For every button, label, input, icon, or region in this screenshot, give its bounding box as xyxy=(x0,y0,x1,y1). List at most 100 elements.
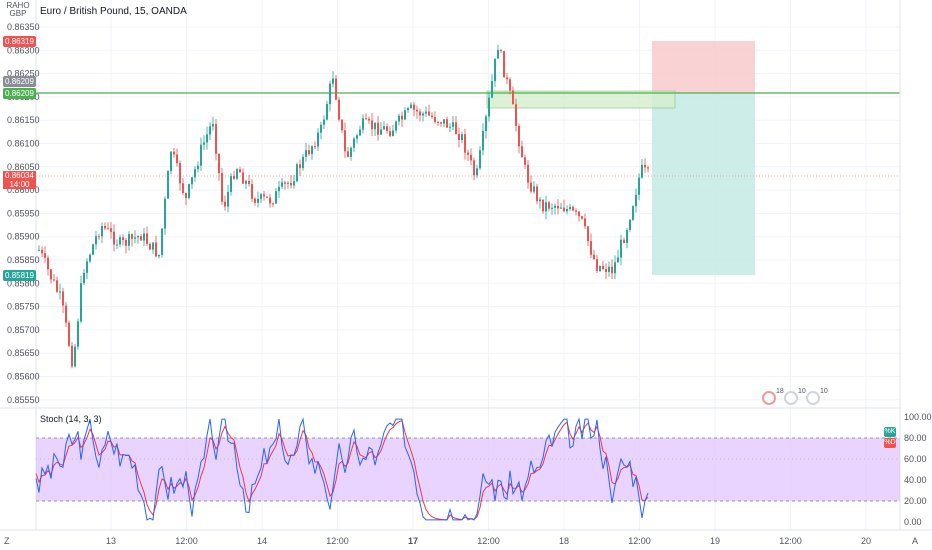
candle-body xyxy=(623,239,625,243)
stoch-k-line[interactable] xyxy=(35,417,649,521)
candle-body xyxy=(500,50,502,52)
candle-body xyxy=(401,115,403,120)
candle-body xyxy=(209,126,211,135)
price-axis-labels: 0.863500.863000.862500.862000.861500.861… xyxy=(7,22,40,405)
candle-body xyxy=(452,122,454,127)
candle-body xyxy=(479,150,481,169)
stoch-d-line[interactable] xyxy=(35,419,649,521)
candle-body xyxy=(314,146,316,148)
symbol-title[interactable]: Euro / British Pound, 15, OANDA xyxy=(40,6,187,17)
candle-body xyxy=(395,121,397,131)
candle-body xyxy=(374,122,376,130)
stoch-tick-label: 100.00 xyxy=(904,412,932,422)
dividend-icon[interactable]: 18 xyxy=(762,388,784,405)
event-count: 10 xyxy=(798,388,806,395)
candle-body xyxy=(332,78,334,84)
candle-body xyxy=(179,163,181,184)
candle-body xyxy=(605,268,607,272)
candle-body xyxy=(134,237,136,239)
stoch-tick-label: 20.00 xyxy=(904,496,927,506)
entry-price-label-gray: 0.86209 xyxy=(3,76,36,87)
candle-body xyxy=(44,253,46,258)
candle-body xyxy=(518,125,520,147)
candle-body xyxy=(47,257,49,270)
candle-body xyxy=(377,122,379,135)
candle-body xyxy=(173,151,175,155)
candle-body xyxy=(425,111,427,114)
candle-body xyxy=(206,134,208,143)
candle-body xyxy=(563,207,565,212)
candle-body xyxy=(503,50,505,78)
time-tick-label: 18 xyxy=(559,536,569,546)
candle-body xyxy=(98,236,100,238)
candle-body xyxy=(284,182,286,184)
currency-unit: RAHO GBP xyxy=(0,2,36,18)
candle-body xyxy=(290,182,292,186)
candle-body xyxy=(83,272,85,284)
zoom-toggle-icon[interactable]: Z xyxy=(4,536,10,546)
supply-zone-rectangle[interactable] xyxy=(486,90,676,109)
candle-body xyxy=(125,240,127,246)
candle-body xyxy=(611,266,613,274)
earnings-icon[interactable]: 10 xyxy=(806,388,828,405)
candle-body xyxy=(380,129,382,135)
candle-body xyxy=(272,203,274,205)
candle-body xyxy=(80,283,82,322)
candle-body xyxy=(359,129,361,136)
candle-body xyxy=(614,262,616,274)
candle-body xyxy=(371,120,373,130)
candle-body xyxy=(260,194,262,199)
time-tick-label: 17 xyxy=(408,536,418,546)
take-profit-zone[interactable] xyxy=(652,93,755,275)
candle-body xyxy=(572,206,574,211)
candle-body xyxy=(116,244,118,246)
candle-body xyxy=(362,118,364,130)
candle-body xyxy=(485,116,487,132)
candle-body xyxy=(440,122,442,124)
candlestick-series[interactable] xyxy=(38,44,649,369)
candle-body xyxy=(161,228,163,255)
auto-scale-icon[interactable]: A xyxy=(912,536,919,546)
candle-body xyxy=(548,202,550,209)
candle-body xyxy=(512,90,514,105)
candle-body xyxy=(476,168,478,176)
stoch-axis-labels: 100.00 80.00 60.00 40.00 20.00 0.00 xyxy=(904,412,932,527)
stoch-k-badge: %K xyxy=(884,427,896,437)
candle-body xyxy=(137,236,139,238)
candle-body xyxy=(566,209,568,212)
candle-body xyxy=(542,199,544,212)
candle-body xyxy=(602,265,604,269)
candle-body xyxy=(110,228,112,232)
candle-body xyxy=(281,182,283,187)
earnings-icon[interactable]: 10 xyxy=(784,388,806,405)
candle-body xyxy=(221,173,223,202)
candle-body xyxy=(212,124,214,127)
candle-body xyxy=(386,126,388,132)
candle-body xyxy=(593,254,595,260)
candle-body xyxy=(464,134,466,153)
candle-body xyxy=(617,257,619,263)
stoch-title[interactable]: Stoch (14, 3, 3) xyxy=(40,414,102,424)
time-tick-label: 12:00 xyxy=(779,536,802,546)
candle-body xyxy=(101,225,103,237)
price-tick-label: 0.85650 xyxy=(7,348,40,358)
candle-body xyxy=(50,269,52,280)
candle-body xyxy=(287,182,289,184)
candle-body xyxy=(77,321,79,347)
candle-body xyxy=(227,191,229,207)
candle-body xyxy=(569,206,571,210)
price-tick-label: 0.85700 xyxy=(7,325,40,335)
candle-body xyxy=(413,104,415,110)
candle-body xyxy=(491,81,493,98)
candle-body xyxy=(302,156,304,169)
candle-body xyxy=(269,197,271,204)
stop-loss-zone[interactable] xyxy=(652,41,755,93)
current-price-label: 0.86034 xyxy=(3,171,36,180)
candle-body xyxy=(59,291,61,293)
candle-body xyxy=(155,242,157,257)
time-tick-label: 12:00 xyxy=(326,536,349,546)
time-tick-label: 20 xyxy=(861,536,871,546)
candle-body xyxy=(320,124,322,133)
candle-body xyxy=(368,118,370,121)
